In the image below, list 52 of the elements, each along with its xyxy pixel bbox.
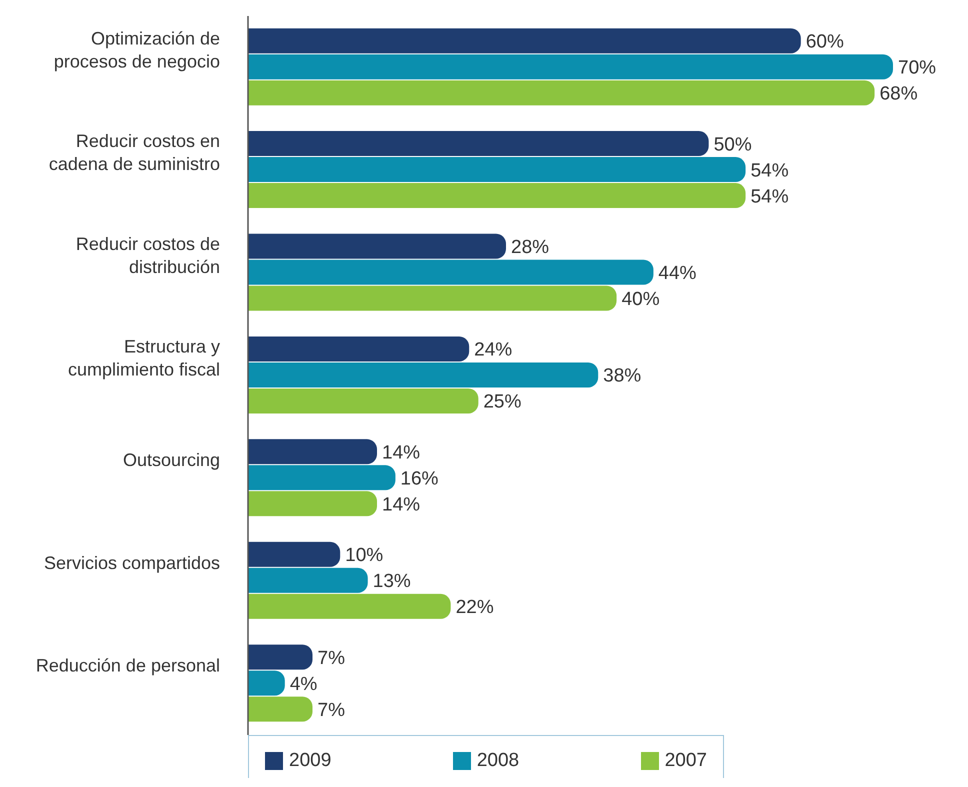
bar [248,439,377,464]
data-label: 4% [290,674,318,695]
data-label: 22% [456,597,494,618]
bar [248,336,470,362]
data-label: 10% [345,545,384,566]
bar [248,388,478,414]
bar [248,644,312,670]
bar [248,670,285,696]
data-label: 13% [372,571,411,592]
bar [248,286,617,311]
bar [248,594,451,619]
data-label: 14% [382,494,420,516]
bar [248,157,746,182]
bar [248,234,506,259]
data-label: 60% [806,32,844,53]
data-label: 68% [880,84,918,105]
data-label: 50% [714,134,752,156]
y-tick-label: Outsourcing [122,450,220,470]
y-tick-label: Estructura y cumplimiento fiscal [68,336,220,380]
bar [248,696,312,722]
data-label: 28% [511,237,550,258]
bar [248,568,368,593]
bar [248,260,654,285]
y-tick-label: Reducción de personal [36,656,220,676]
bar [248,131,709,156]
bar [248,491,377,516]
data-label: 44% [658,263,697,284]
data-label: 54% [750,160,789,182]
data-label: 54% [750,186,789,208]
data-label: 7% [318,700,346,721]
data-label: 70% [898,58,936,79]
data-label: 14% [382,442,420,464]
y-tick-label: Reducir costos de distribución [76,234,220,277]
data-label: 40% [622,289,660,310]
bar [248,362,598,388]
y-tick-label: Servicios compartidos [44,552,220,573]
data-label: 7% [318,648,346,669]
legend-label: 2008 [476,750,520,772]
bar [248,183,746,208]
bar [248,54,893,80]
bar [248,80,875,106]
data-label: 38% [603,366,642,387]
bar [248,542,340,567]
y-tick-label: Optimización de procesos de negocio [54,28,220,72]
data-label: 16% [400,468,439,490]
bar [248,465,396,490]
bar [248,28,801,54]
data-label: 25% [483,392,522,413]
y-tick-label: Reducir costos en cadena de suministro [48,131,220,174]
legend-label: 2007 [664,750,707,772]
data-label: 24% [474,340,512,361]
legend-label: 2009 [288,750,332,772]
